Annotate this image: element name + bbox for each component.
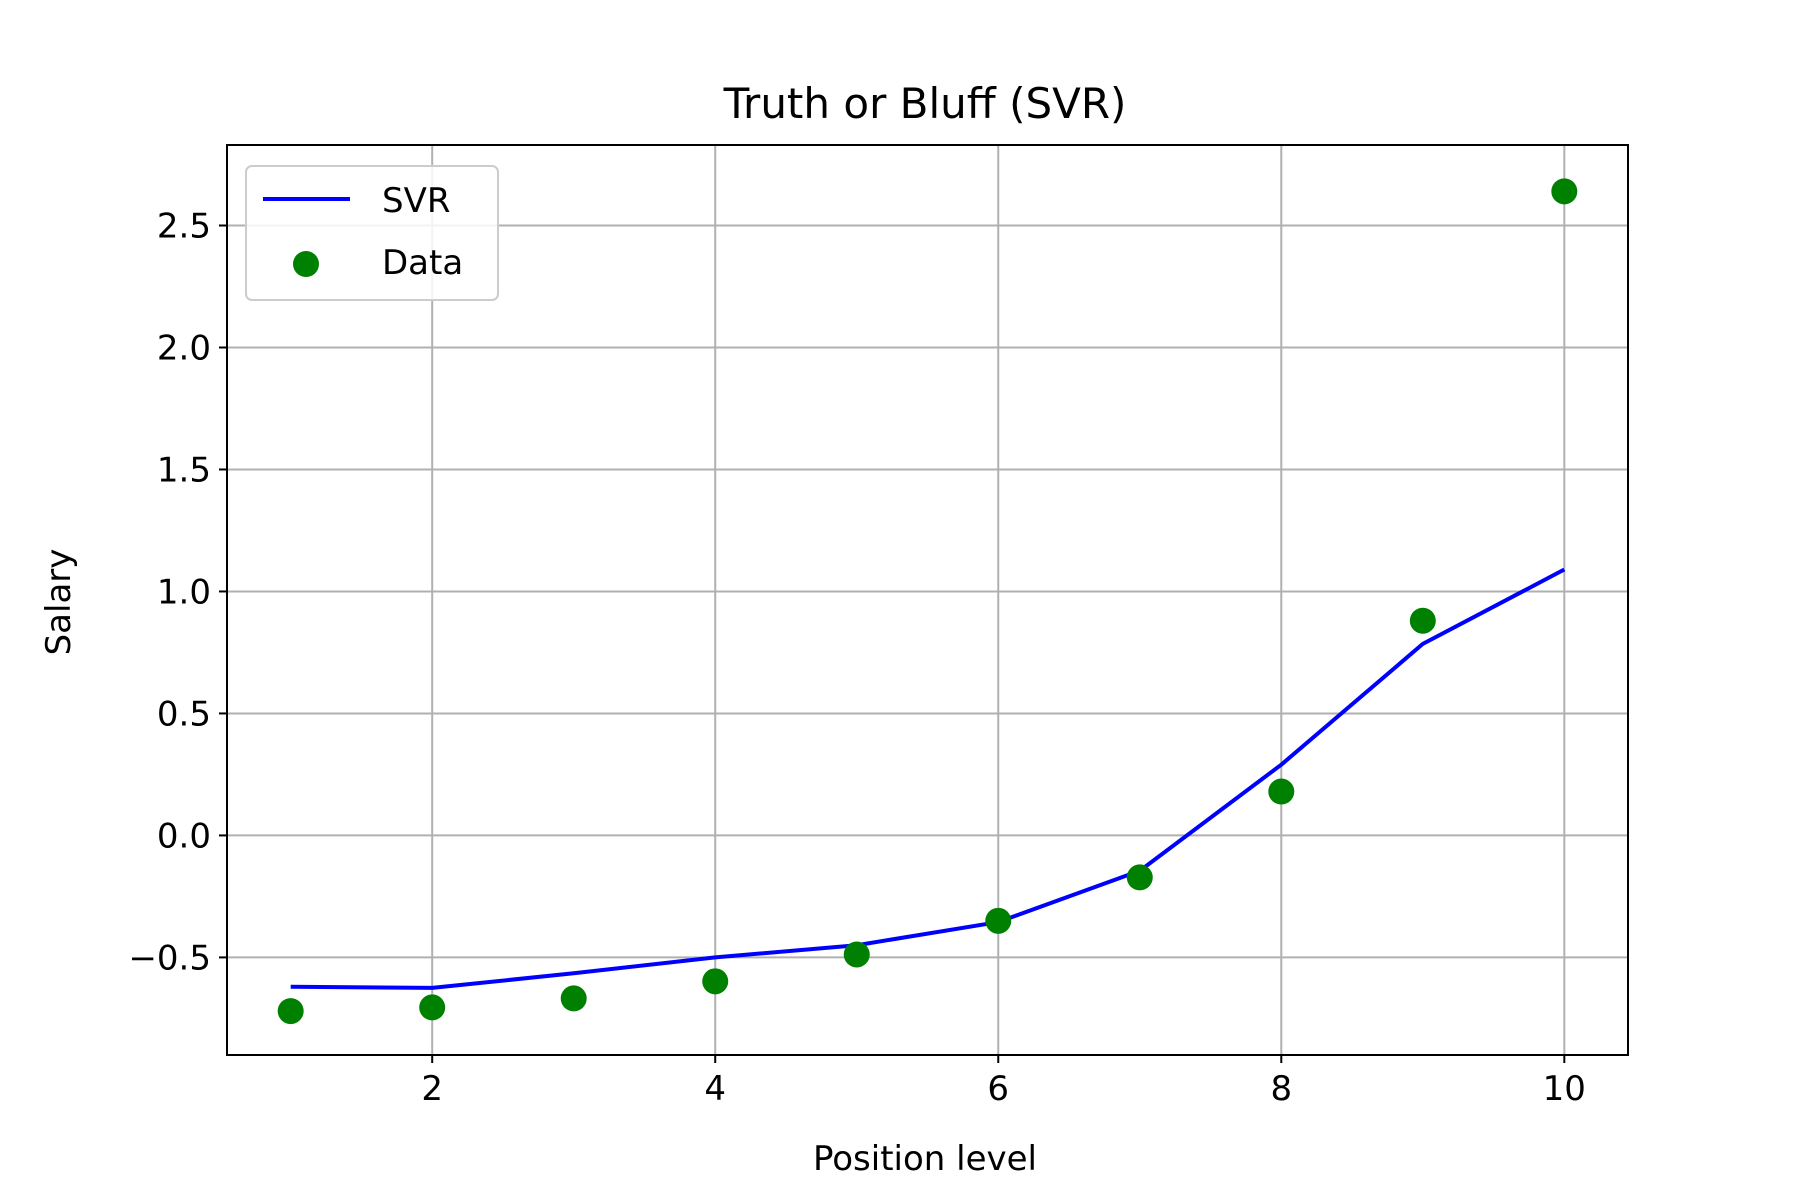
x-tick-label: 10 [1543, 1069, 1586, 1109]
y-tick-label: 2.5 [157, 207, 211, 247]
data-point [1126, 864, 1153, 891]
legend-data-swatch [293, 251, 319, 277]
x-tick-label: 6 [987, 1069, 1009, 1109]
y-tick-label: 1.5 [157, 450, 211, 490]
data-point [277, 998, 304, 1025]
y-tick-label: 0.0 [157, 816, 211, 856]
x-tick-label: 4 [704, 1069, 726, 1109]
legend: SVR Data [245, 165, 499, 301]
data-point [419, 994, 446, 1021]
data-point [702, 968, 729, 995]
y-tick-label: −0.5 [128, 938, 211, 978]
data-point [1409, 607, 1436, 634]
legend-data-label: Data [382, 243, 463, 283]
y-tick-label: 0.5 [157, 694, 211, 734]
x-axis-label: Position level [813, 1139, 1037, 1179]
y-axis-label: Salary [39, 549, 79, 656]
x-tick-label: 8 [1270, 1069, 1292, 1109]
plot-frame [226, 144, 1629, 1056]
legend-svr-label: SVR [382, 181, 450, 221]
data-point [1551, 178, 1578, 205]
data-point [843, 941, 870, 968]
data-point [985, 907, 1012, 934]
svr-line [290, 567, 1566, 990]
plot-series [277, 178, 1578, 1025]
chart-title: Truth or Bluff (SVR) [723, 79, 1127, 128]
axis-ticks: 2 4 6 8 10 −0.5 0.0 0.5 1.0 1.5 2.0 2.5 [128, 207, 1586, 1109]
data-point [560, 985, 587, 1012]
x-tick-label: 2 [421, 1069, 443, 1109]
y-tick-label: 1.0 [157, 572, 211, 612]
data-point [1268, 778, 1295, 805]
y-tick-label: 2.0 [157, 328, 211, 368]
